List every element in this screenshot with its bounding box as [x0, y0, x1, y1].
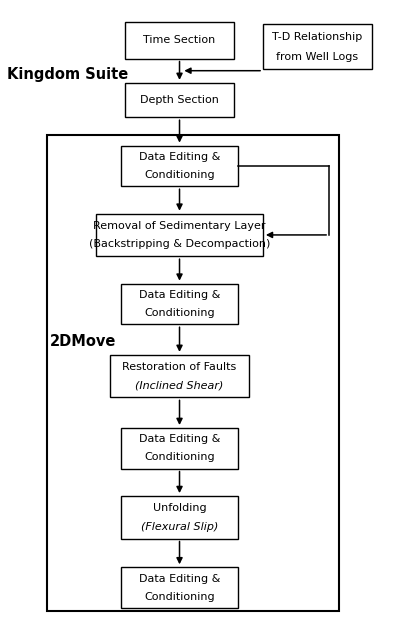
FancyBboxPatch shape	[121, 428, 238, 468]
Text: Restoration of Faults: Restoration of Faults	[123, 361, 237, 372]
Text: Unfolding: Unfolding	[153, 503, 206, 513]
Text: (Backstripping & Decompaction): (Backstripping & Decompaction)	[89, 239, 270, 249]
FancyBboxPatch shape	[121, 496, 238, 539]
FancyBboxPatch shape	[121, 146, 238, 186]
FancyBboxPatch shape	[125, 22, 234, 59]
Text: from Well Logs: from Well Logs	[276, 52, 359, 61]
Text: 2DMove: 2DMove	[49, 334, 116, 349]
FancyBboxPatch shape	[47, 135, 339, 611]
Text: Data Editing &: Data Editing &	[139, 434, 220, 444]
Text: Kingdom Suite: Kingdom Suite	[7, 68, 128, 82]
Text: Conditioning: Conditioning	[144, 452, 215, 462]
Text: Depth Section: Depth Section	[140, 95, 219, 105]
Text: Time Section: Time Section	[143, 35, 216, 46]
Text: Conditioning: Conditioning	[144, 308, 215, 318]
FancyBboxPatch shape	[263, 24, 372, 69]
Text: Data Editing &: Data Editing &	[139, 290, 220, 300]
Text: Conditioning: Conditioning	[144, 591, 215, 601]
Text: Data Editing &: Data Editing &	[139, 573, 220, 584]
Text: T-D Relationship: T-D Relationship	[272, 32, 362, 42]
Text: Data Editing &: Data Editing &	[139, 152, 220, 162]
Text: (Flexural Slip): (Flexural Slip)	[141, 522, 218, 532]
FancyBboxPatch shape	[121, 284, 238, 324]
FancyBboxPatch shape	[125, 83, 234, 117]
Text: (Inclined Shear): (Inclined Shear)	[135, 380, 224, 391]
FancyBboxPatch shape	[121, 567, 238, 608]
Text: Removal of Sedimentary Layer: Removal of Sedimentary Layer	[93, 220, 266, 230]
Text: Conditioning: Conditioning	[144, 170, 215, 180]
FancyBboxPatch shape	[96, 213, 263, 256]
FancyBboxPatch shape	[110, 354, 249, 398]
